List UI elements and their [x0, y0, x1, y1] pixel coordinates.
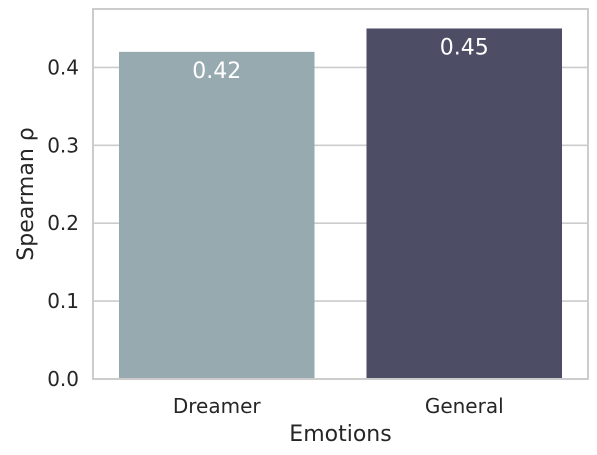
y-tick-label: 0.0 — [47, 367, 79, 391]
bars — [118, 28, 563, 380]
data-label: 0.42 — [192, 59, 241, 84]
y-tick-label: 0.2 — [47, 211, 79, 235]
y-tick-label: 0.1 — [47, 289, 79, 313]
x-tick-label: Dreamer — [173, 394, 262, 418]
plot-frame — [92, 8, 589, 380]
y-axis-title: Spearman ρ — [14, 127, 39, 260]
x-tick-labels: Dreamer General — [173, 394, 504, 418]
bar-dreamer — [118, 51, 315, 380]
y-tick-label: 0.3 — [47, 133, 79, 157]
data-label: 0.45 — [440, 35, 489, 60]
x-axis-title: Emotions — [289, 422, 391, 447]
data-labels: 0.42 0.45 — [192, 35, 488, 83]
bar-general — [366, 28, 563, 379]
y-tick-labels: 0.0 0.1 0.2 0.3 0.4 — [47, 55, 79, 391]
x-tick-label: General — [425, 394, 504, 418]
y-tick-label: 0.4 — [47, 55, 79, 79]
